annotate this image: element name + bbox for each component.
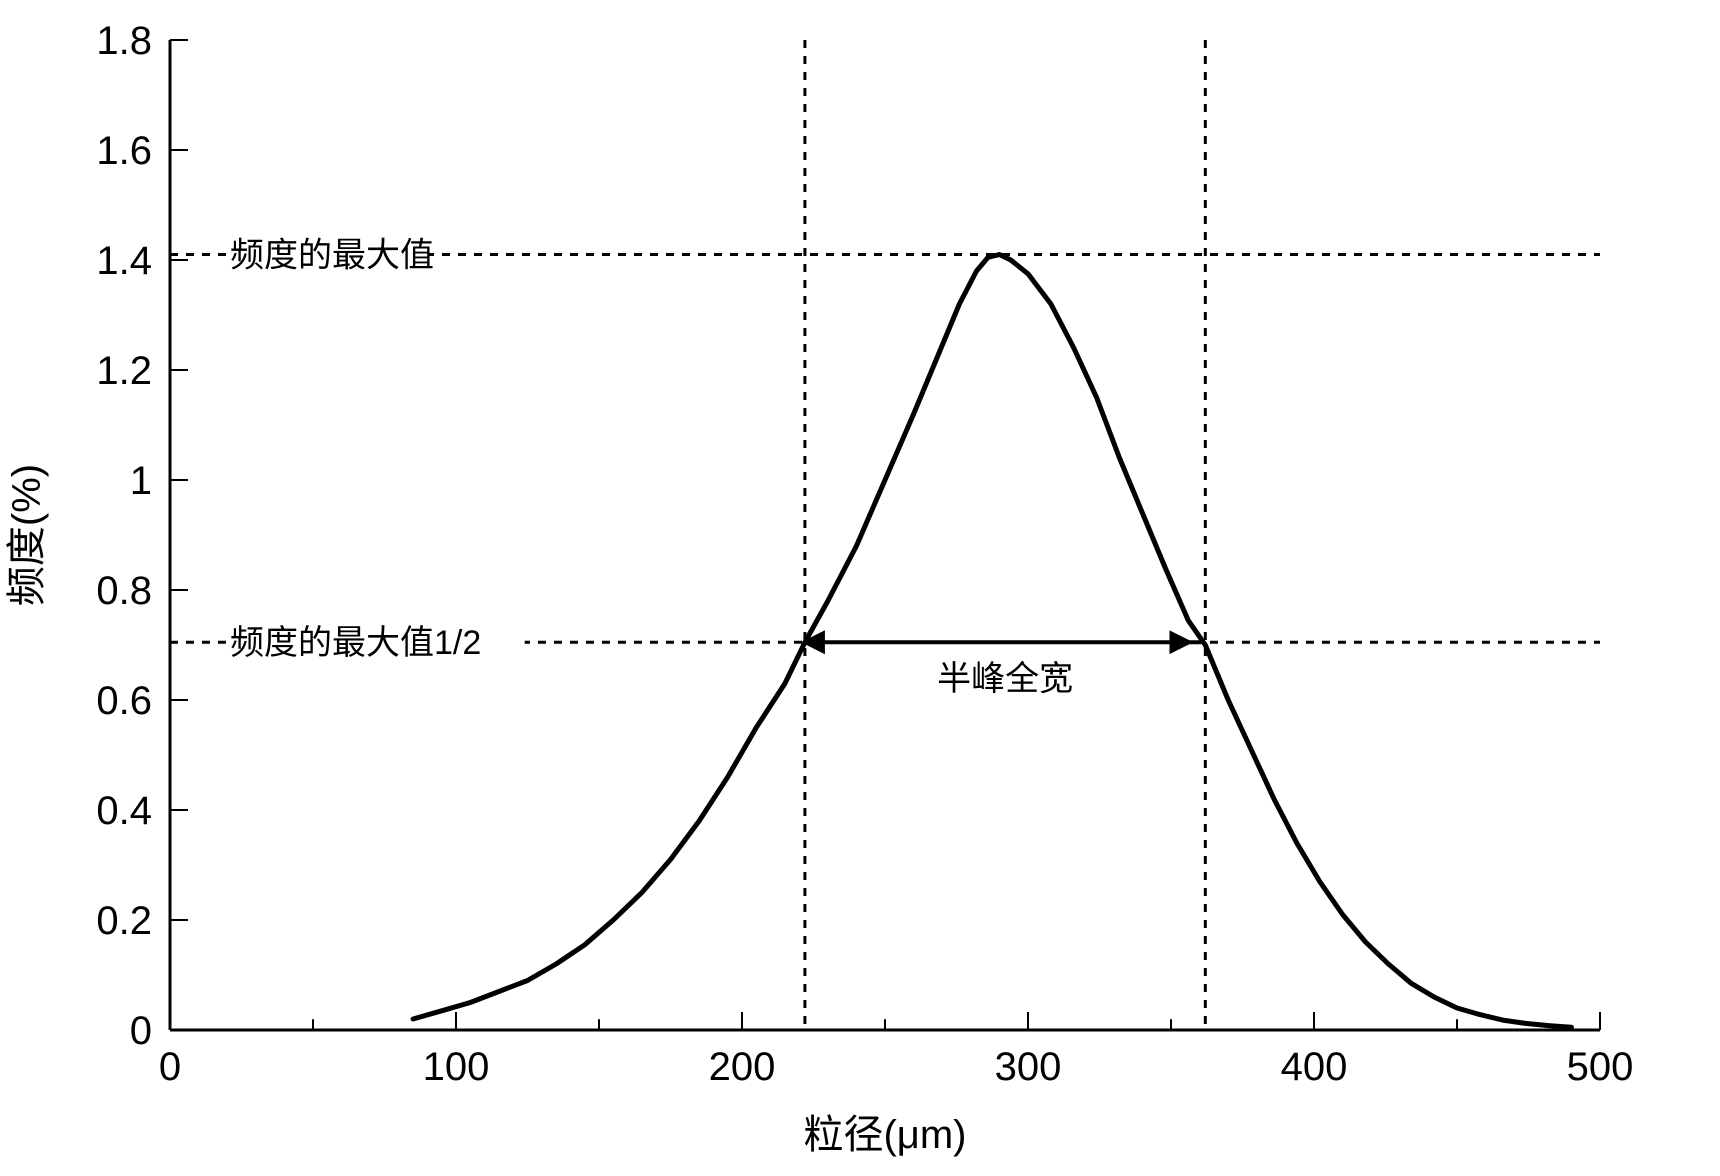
x-tick-label: 100 — [423, 1045, 490, 1089]
chart-svg: 0 100 200 300 400 500 0 0.2 0.4 0.6 0.8 1 1.2 1.4 1.6 1… — [0, 0, 1720, 1176]
fwhm-label: 半峰全宽 — [937, 660, 1073, 698]
y-tick-label: 1.4 — [96, 239, 152, 283]
y-tick-label: 0.2 — [96, 899, 152, 943]
x-axis-label: 粒径(μm) — [803, 1113, 966, 1157]
x-tick-label: 200 — [709, 1045, 776, 1089]
half-peak-label: 频度的最大值1/2 — [230, 624, 481, 662]
peak-max-label: 频度的最大值 — [230, 236, 434, 274]
y-tick-label: 1.6 — [96, 129, 152, 173]
x-tick-label: 500 — [1567, 1045, 1634, 1089]
chart-container: { "chart": { "type": "line", "canvas": {… — [0, 0, 1720, 1176]
x-tick-label: 0 — [159, 1045, 181, 1089]
y-tick-label: 1 — [130, 459, 152, 503]
y-axis-label: 频度(%) — [5, 464, 49, 606]
y-tick-label: 0.6 — [96, 679, 152, 723]
chart-background — [0, 0, 1720, 1176]
y-tick-label: 0 — [130, 1009, 152, 1053]
y-tick-label: 0.4 — [96, 789, 152, 833]
y-tick-label: 1.8 — [96, 19, 152, 63]
x-tick-label: 400 — [1281, 1045, 1348, 1089]
x-tick-label: 300 — [995, 1045, 1062, 1089]
y-tick-label: 1.2 — [96, 349, 152, 393]
y-tick-label: 0.8 — [96, 569, 152, 613]
